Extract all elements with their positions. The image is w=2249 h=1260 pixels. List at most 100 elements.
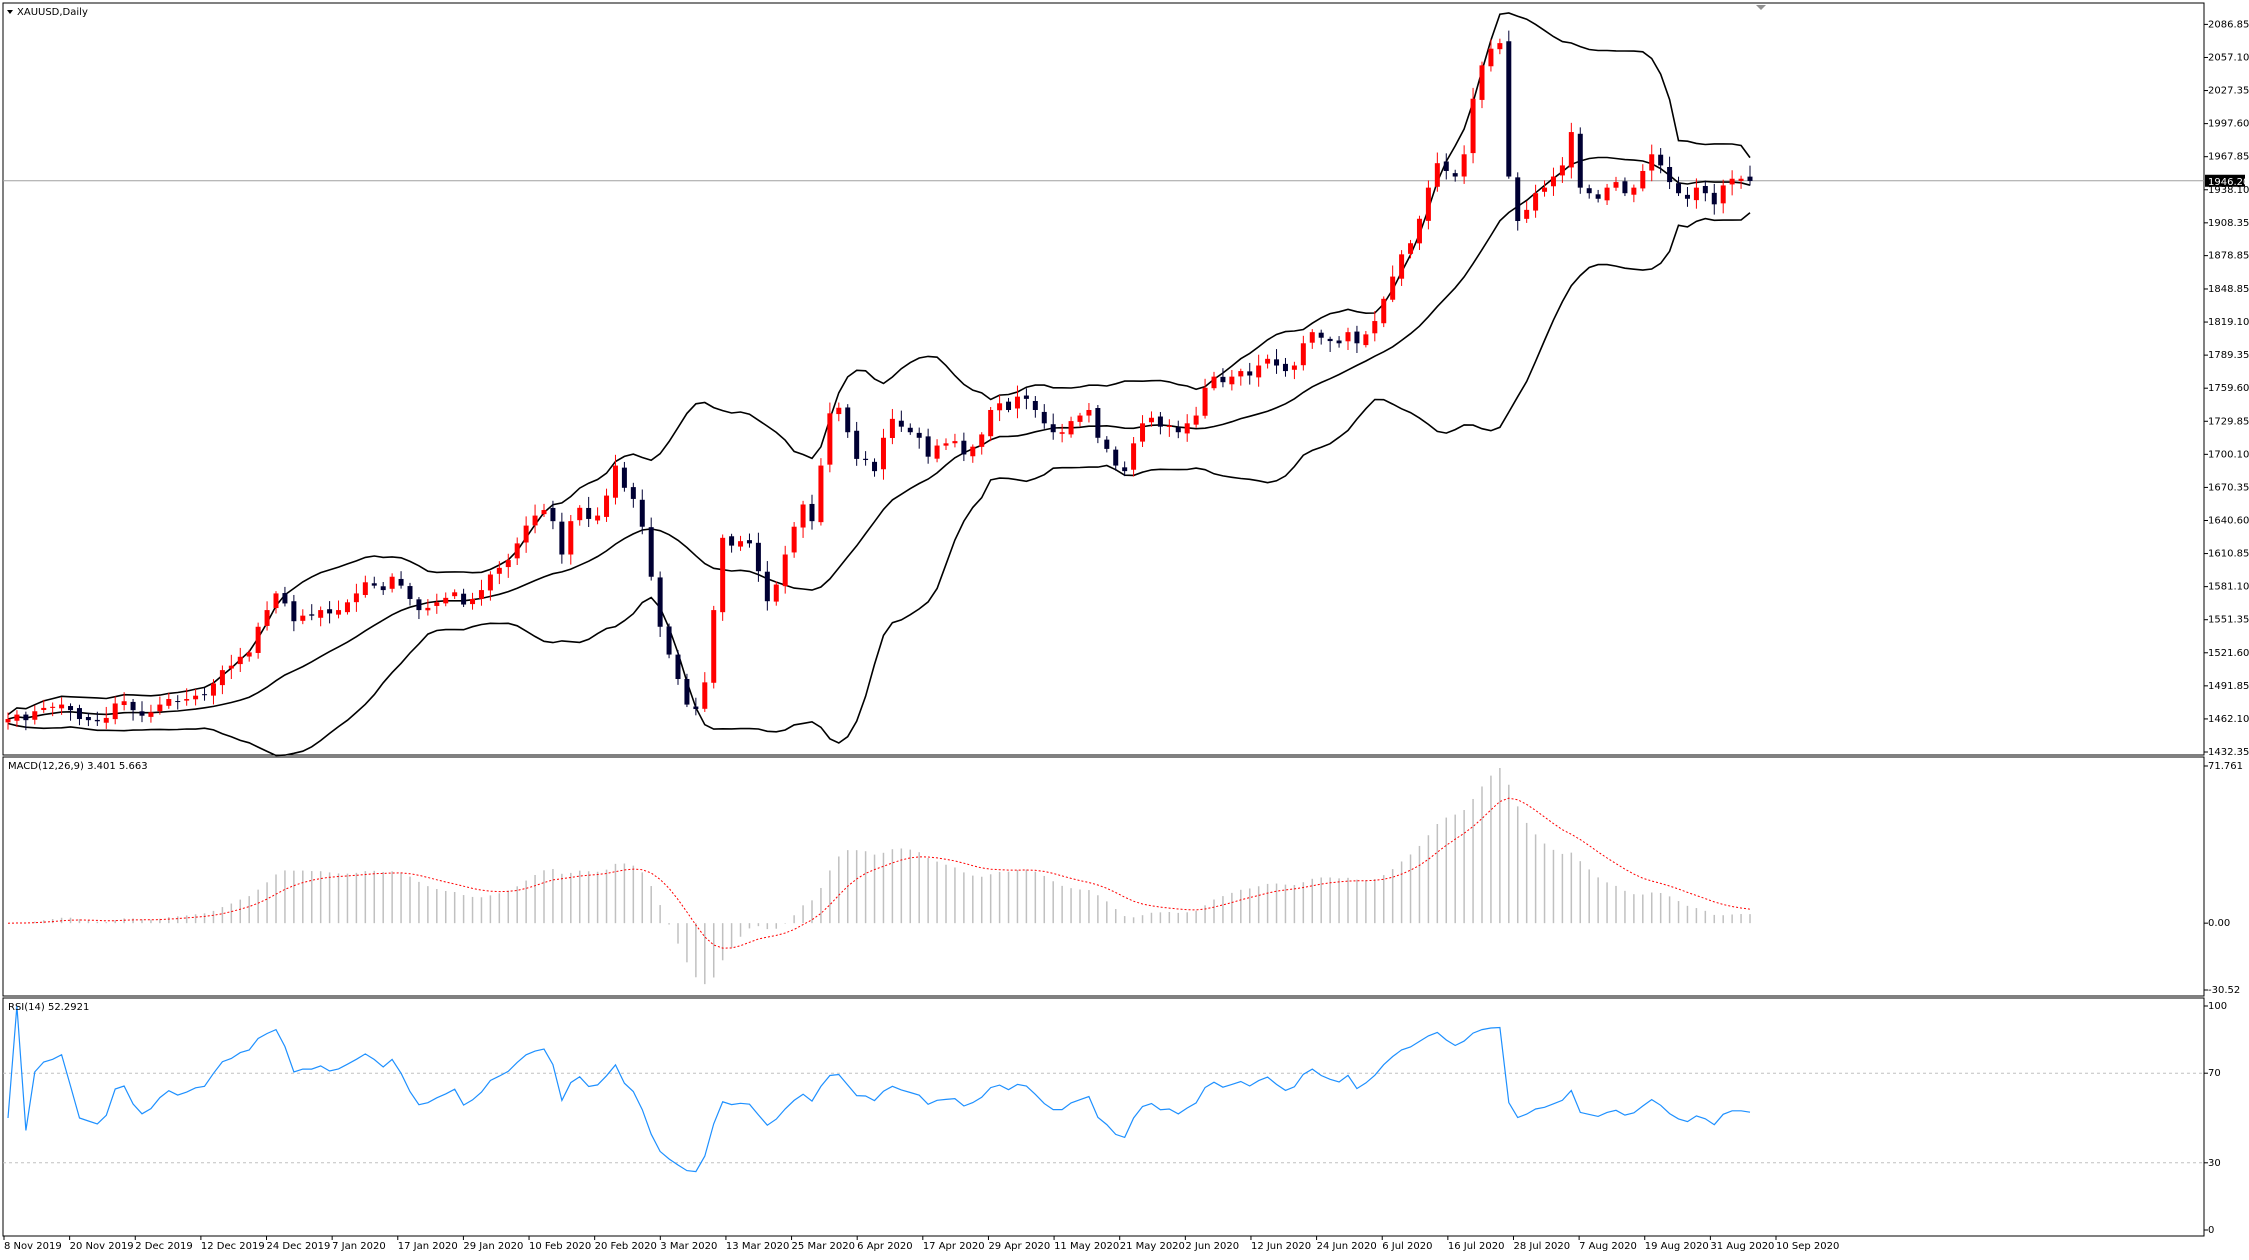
candle-body [568,521,574,555]
candle-body [371,583,377,586]
candle-body [1676,183,1682,194]
candle-body [1470,98,1476,154]
candle-body [23,714,29,721]
rsi-tick-label: 0 [2208,1225,2214,1236]
candle-body [166,699,172,706]
candle-body [630,487,636,499]
price-tick-label: 1521.60 [2208,648,2249,659]
candle-body [14,714,20,721]
chart-title-group: XAUUSD,Daily [7,7,88,18]
candle-body [246,652,252,657]
candle-body [1247,371,1253,376]
date-tick-label: 2 Jun 2020 [1185,1241,1239,1252]
candle-body [1220,376,1226,383]
candle-body [1175,427,1181,433]
candle-body [1327,338,1333,342]
candle-body [916,432,922,438]
chart-shift-marker-icon[interactable] [1756,5,1766,10]
macd-axis: 71.761 0.00 -30.52 [2204,761,2243,996]
candle-body [988,409,994,437]
candle-body [291,601,297,622]
candle-body [1291,365,1297,370]
candle-body [237,656,243,665]
candle-body [898,420,904,427]
candle-body [1408,243,1414,254]
candle-body [32,711,38,720]
candle-body [952,441,958,444]
candle-body [505,560,511,568]
candle-body [1729,178,1735,185]
date-tick-label: 20 Feb 2020 [595,1241,657,1252]
candle-body [1345,332,1351,342]
chart-title: XAUUSD,Daily [17,7,88,18]
candle-body [487,574,493,591]
candle-body [1559,165,1565,176]
candle-body [282,593,288,604]
candle-body [532,515,538,526]
candle-body [443,597,449,604]
candle-body [85,717,91,721]
candle-body [1515,177,1521,221]
candle-body [264,610,270,626]
date-tick-label: 12 Dec 2019 [201,1241,265,1252]
candle-body [746,540,752,544]
current-price-label: 1946.20 [2208,177,2249,188]
candle-body [1211,376,1217,389]
candle-body [925,436,931,457]
price-tick-label: 1729.85 [2208,416,2249,427]
price-tick-label: 1819.10 [2208,317,2249,328]
candle-body [184,699,190,701]
candle-body [711,610,717,683]
triangle-down-icon[interactable] [7,10,13,14]
candle-body [425,607,431,611]
date-tick-label: 2 Dec 2019 [135,1241,193,1252]
candle-body [1282,363,1288,372]
candle-body [416,599,422,611]
date-tick-label: 10 Feb 2020 [529,1241,591,1252]
price-tick-label: 1789.35 [2208,350,2249,361]
price-tick-label: 1878.85 [2208,251,2249,262]
date-axis: 8 Nov 2019 20 Nov 2019 2 Dec 2019 12 Dec 20… [3,1236,1839,1252]
candle-body [1684,194,1690,199]
candle-body [157,704,163,712]
candle-body [1148,417,1154,423]
candle-body [1622,181,1628,194]
candle-body [389,576,395,589]
candle-body [809,503,815,522]
candle-body [1193,415,1199,425]
main-panel-border [2,2,2205,756]
rsi-panel: 100 70 30 0 RSI(14) 52.2921 [2,997,2227,1237]
candle-body [1425,187,1431,221]
price-tick-label: 1551.35 [2208,615,2249,626]
candle-body [1390,276,1396,300]
date-tick-label: 29 Jan 2020 [463,1241,523,1252]
date-tick-label: 11 May 2020 [1054,1241,1119,1252]
date-tick-label: 6 Apr 2020 [857,1241,912,1252]
candle-body [1068,421,1074,435]
candle-body [318,610,324,618]
candle-body [523,525,529,543]
price-tick-label: 1700.10 [2208,449,2249,460]
candle-body [1363,334,1369,346]
candle-body [1050,424,1056,433]
candle-body [961,440,967,455]
candle-body [1506,41,1512,177]
candle-body [738,541,744,547]
candle-body [50,706,56,708]
price-tick-label: 1670.35 [2208,482,2249,493]
candle-body [621,467,627,488]
date-tick-label: 13 Mar 2020 [726,1241,789,1252]
candle-body [997,403,1003,411]
price-axis: 2086.85 2057.10 2027.35 1997.60 1967.85 1938.… [2204,19,2249,758]
candle-body [1032,401,1038,410]
candle-body [496,567,502,574]
candle-body [1041,411,1047,424]
macd-plot-area [7,767,1751,985]
price-tick-label: 1462.10 [2208,714,2249,725]
date-tick-label: 12 Jun 2020 [1251,1241,1311,1252]
candle-body [193,695,199,700]
candle-body [1023,395,1029,399]
price-tick-label: 2057.10 [2208,52,2249,63]
candle-body [666,626,672,655]
candle-body [1533,193,1539,211]
